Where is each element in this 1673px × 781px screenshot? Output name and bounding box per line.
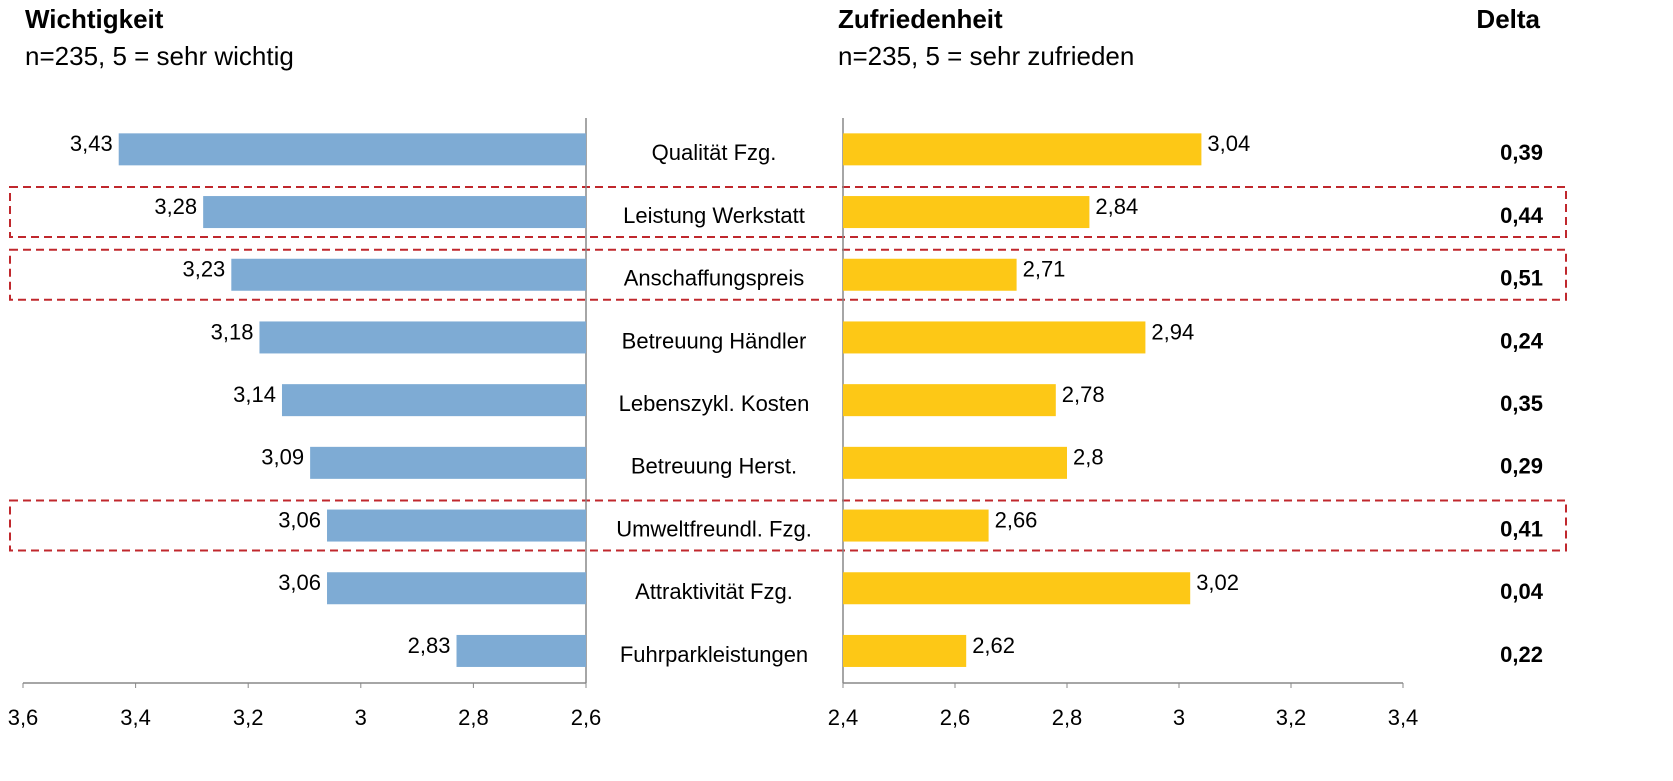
highlight-box: [9, 186, 1567, 239]
value-label: 3,02: [1196, 570, 1239, 595]
delta-value: 0,51: [1500, 266, 1543, 291]
delta-value: 0,04: [1500, 579, 1544, 604]
bar: [203, 196, 586, 229]
category-label: Lebenszykl. Kosten: [619, 391, 810, 416]
delta-value: 0,41: [1500, 516, 1543, 541]
value-label: 3,14: [233, 382, 276, 407]
category-label: Qualität Fzg.: [652, 140, 777, 165]
value-label: 3,04: [1207, 131, 1250, 156]
value-label: 2,94: [1151, 319, 1194, 344]
value-label: 2,83: [408, 633, 451, 658]
value-label: 2,66: [995, 507, 1038, 532]
category-label: Attraktivität Fzg.: [635, 579, 793, 604]
x-tick-label: 3: [1173, 705, 1185, 730]
x-tick-label: 3,6: [8, 705, 39, 730]
delta-value: 0,22: [1500, 642, 1543, 667]
x-tick-label: 2,4: [828, 705, 859, 730]
value-label: 3,28: [154, 194, 197, 219]
bar: [231, 258, 586, 291]
category-label: Leistung Werkstatt: [623, 203, 805, 228]
bar: [456, 634, 586, 667]
highlight-box: [9, 499, 1567, 552]
delta-value: 0,35: [1500, 391, 1543, 416]
value-label: 3,09: [261, 445, 304, 470]
value-label: 2,8: [1073, 445, 1104, 470]
x-tick-label: 3,2: [233, 705, 264, 730]
bar: [843, 572, 1191, 605]
delta-value: 0,44: [1500, 203, 1544, 228]
value-label: 3,18: [211, 319, 254, 344]
value-label: 2,62: [972, 633, 1015, 658]
bar: [843, 133, 1202, 166]
category-label: Anschaffungspreis: [624, 266, 805, 291]
x-tick-label: 3: [355, 705, 367, 730]
delta-title: Delta: [1476, 4, 1540, 34]
x-tick-label: 2,6: [940, 705, 971, 730]
x-tick-label: 2,8: [458, 705, 489, 730]
bar: [259, 321, 586, 354]
value-label: 2,78: [1062, 382, 1105, 407]
right-title: Zufriedenheit: [838, 4, 1003, 34]
category-label: Umweltfreundl. Fzg.: [616, 516, 812, 541]
delta-value: 0,24: [1500, 328, 1544, 353]
bar: [310, 446, 586, 479]
value-label: 3,43: [70, 131, 113, 156]
delta-value: 0,39: [1500, 140, 1543, 165]
x-tick-label: 3,4: [1388, 705, 1419, 730]
bar: [843, 446, 1067, 479]
highlight-box: [9, 248, 1567, 301]
bar: [843, 258, 1017, 291]
value-label: 3,23: [182, 257, 225, 282]
bar: [843, 384, 1056, 417]
x-tick-label: 2,6: [571, 705, 602, 730]
x-tick-label: 3,2: [1276, 705, 1307, 730]
left-subtitle: n=235, 5 = sehr wichtig: [25, 41, 294, 71]
value-label: 3,06: [278, 507, 321, 532]
x-tick-label: 3,4: [120, 705, 151, 730]
bar: [281, 384, 586, 417]
value-label: 2,84: [1095, 194, 1138, 219]
bar: [843, 509, 989, 542]
bar: [118, 133, 587, 166]
delta-value: 0,29: [1500, 454, 1543, 479]
bar: [843, 321, 1146, 354]
category-label: Fuhrparkleistungen: [620, 642, 808, 667]
category-label: Betreuung Händler: [622, 328, 807, 353]
bar: [327, 509, 586, 542]
value-label: 3,06: [278, 570, 321, 595]
left-title: Wichtigkeit: [25, 4, 164, 34]
bar: [843, 634, 967, 667]
category-label: Betreuung Herst.: [631, 454, 797, 479]
right-subtitle: n=235, 5 = sehr zufrieden: [838, 41, 1134, 71]
x-tick-label: 2,8: [1052, 705, 1083, 730]
value-label: 2,71: [1023, 257, 1066, 282]
bar: [843, 196, 1090, 229]
bar: [327, 572, 586, 605]
